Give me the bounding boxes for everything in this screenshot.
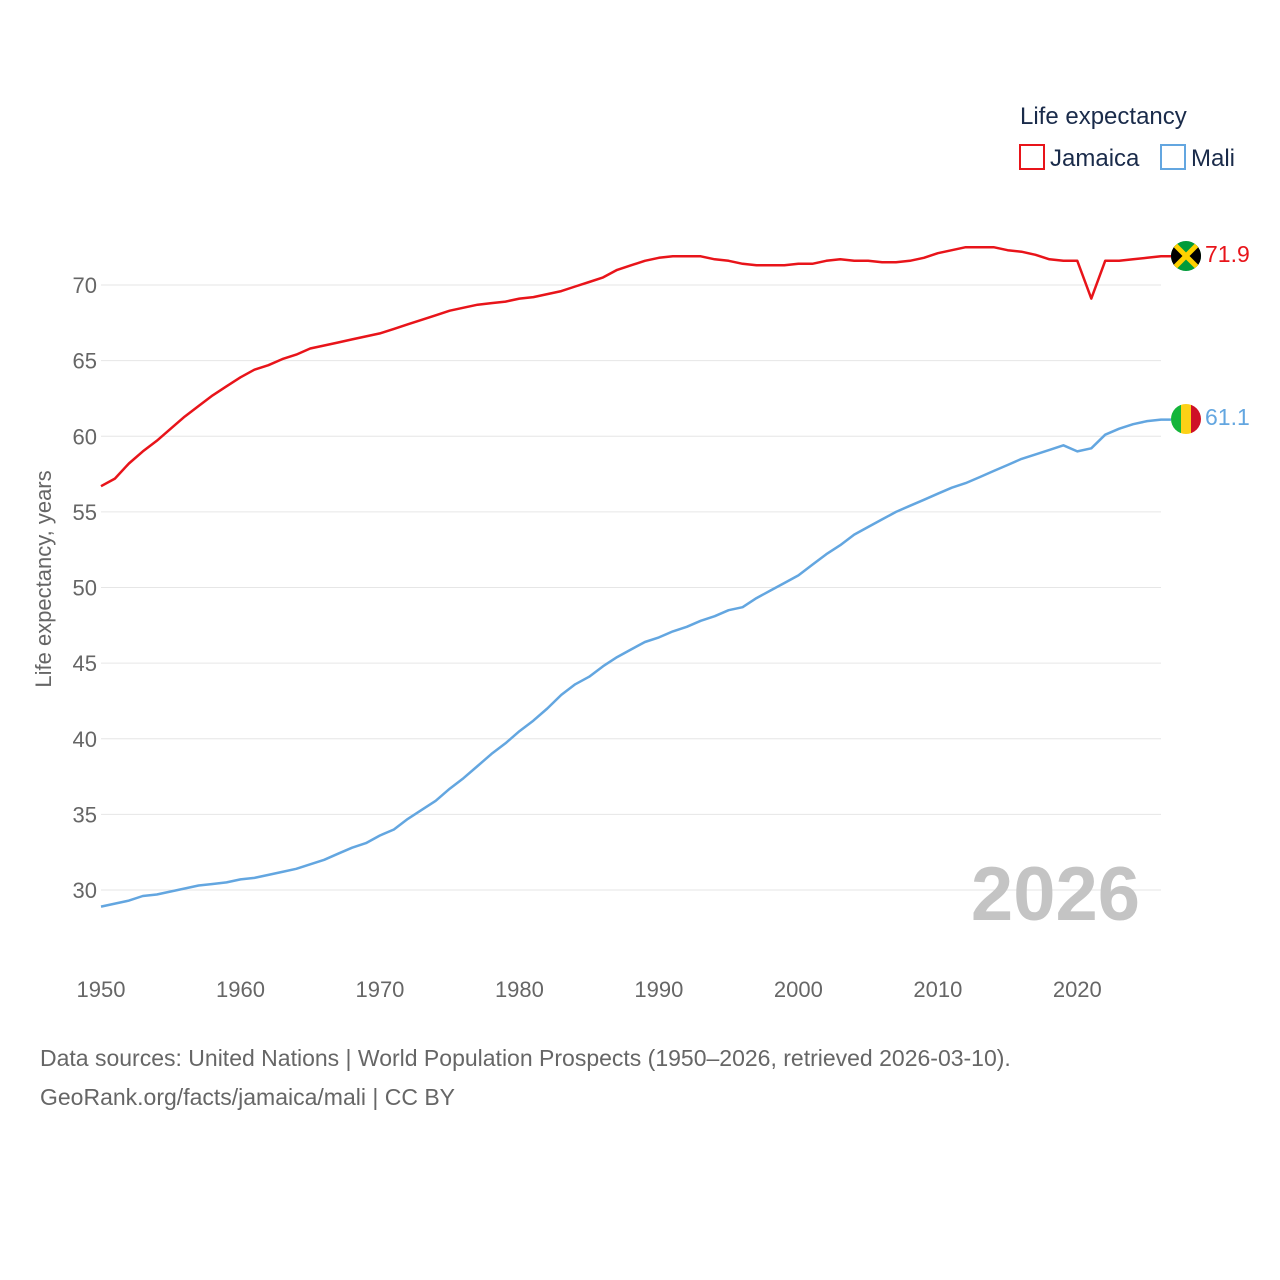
x-tick-label: 2020 — [1053, 977, 1102, 1002]
y-tick-label: 30 — [73, 878, 97, 903]
x-tick-label: 1980 — [495, 977, 544, 1002]
x-tick-label: 1950 — [77, 977, 126, 1002]
footer-sources: Data sources: United Nations | World Pop… — [40, 1045, 1011, 1071]
legend-swatch-jamaica — [1019, 144, 1045, 170]
x-tick-label: 2010 — [913, 977, 962, 1002]
series-line-mali — [100, 418, 1171, 908]
legend-label-jamaica: Jamaica — [1050, 145, 1140, 172]
mali-end-value: 61.1 — [1205, 404, 1250, 430]
series-lines — [100, 245, 1171, 908]
legend-label-mali: Mali — [1191, 145, 1235, 172]
y-tick-label: 40 — [73, 727, 97, 752]
legend-swatch-mali — [1160, 144, 1186, 170]
legend-item-mali[interactable]: Mali — [1160, 144, 1235, 172]
y-tick-label: 60 — [73, 424, 97, 449]
y-axis-ticks: 30 35 40 45 50 55 60 65 70 — [73, 273, 97, 903]
legend-title: Life expectancy — [1020, 103, 1187, 130]
jamaica-flag-icon — [1171, 241, 1201, 271]
jamaica-end-value: 71.9 — [1205, 241, 1250, 267]
y-tick-label: 55 — [73, 500, 97, 525]
x-tick-label: 2000 — [774, 977, 823, 1002]
series-line-jamaica — [100, 245, 1171, 488]
footer-link[interactable]: GeoRank.org/facts/jamaica/mali | CC BY — [40, 1084, 456, 1110]
y-tick-label: 65 — [73, 349, 97, 374]
y-tick-label: 70 — [73, 273, 97, 298]
grid-lines — [101, 284, 1161, 891]
x-axis-ticks: 1950 1960 1970 1980 1990 2000 2010 2020 — [77, 977, 1102, 1002]
y-tick-label: 45 — [73, 651, 97, 676]
legend: Life expectancy Jamaica Mali — [1019, 103, 1235, 172]
x-tick-label: 1990 — [634, 977, 683, 1002]
x-tick-label: 1970 — [355, 977, 404, 1002]
y-tick-label: 50 — [73, 576, 97, 601]
y-axis-label: Life expectancy, years — [31, 470, 56, 687]
mali-flag-icon — [1171, 404, 1201, 434]
y-tick-label: 35 — [73, 802, 97, 827]
life-expectancy-chart: 30 35 40 45 50 55 60 65 70 1950 1960 1970 1980 1990 2… — [31, 103, 1250, 1002]
year-watermark: 2026 — [971, 852, 1140, 937]
legend-item-jamaica[interactable]: Jamaica — [1019, 144, 1140, 172]
x-tick-label: 1960 — [216, 977, 265, 1002]
